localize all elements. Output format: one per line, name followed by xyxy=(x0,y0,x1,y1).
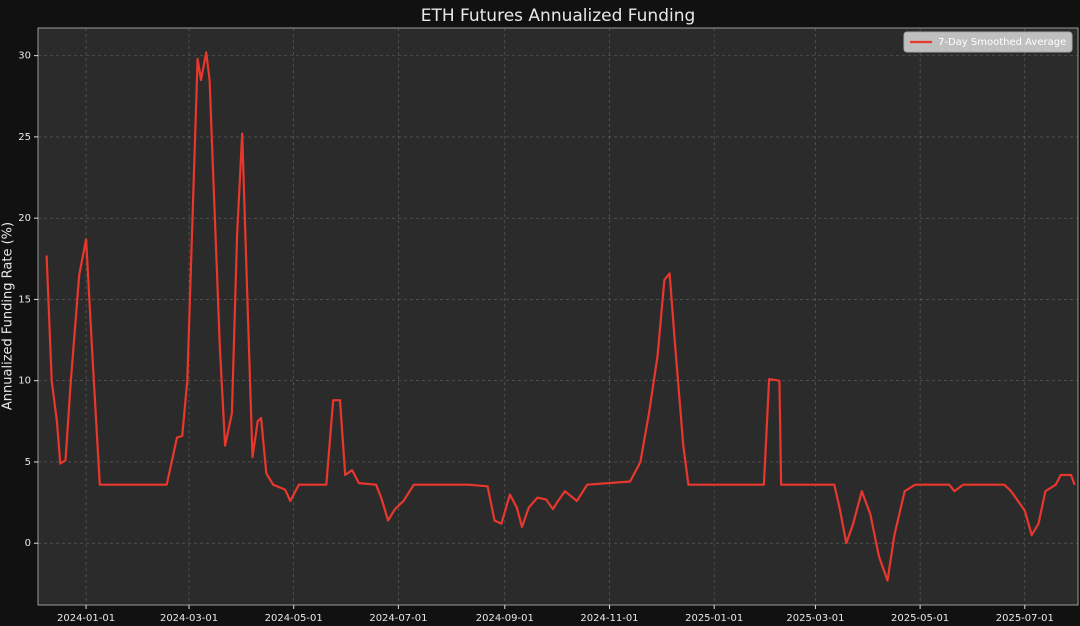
y-tick-label: 0 xyxy=(25,538,31,549)
x-tick-label: 2024-11-01 xyxy=(580,613,638,624)
y-tick-label: 15 xyxy=(18,294,31,305)
x-tick-label: 2024-03-01 xyxy=(160,613,218,624)
x-tick-label: 2024-09-01 xyxy=(476,613,534,624)
y-tick-label: 25 xyxy=(18,132,31,143)
x-tick-label: 2025-07-01 xyxy=(996,613,1054,624)
y-tick-label: 30 xyxy=(18,51,31,62)
y-axis-label: Annualized Funding Rate (%) xyxy=(1,222,16,410)
legend-label: 7-Day Smoothed Average xyxy=(938,37,1066,48)
x-tick-label: 2024-05-01 xyxy=(265,613,323,624)
y-tick-label: 20 xyxy=(18,213,31,224)
x-tick-label: 2024-07-01 xyxy=(369,613,427,624)
y-tick-label: 5 xyxy=(25,457,31,468)
x-tick-label: 2024-01-01 xyxy=(57,613,115,624)
data-line xyxy=(45,51,1076,582)
x-tick-label: 2025-05-01 xyxy=(891,613,949,624)
chart-title: ETH Futures Annualized Funding xyxy=(421,6,696,26)
x-tick-label: 2025-03-01 xyxy=(786,613,844,624)
plot-area xyxy=(37,27,1079,606)
legend-box xyxy=(903,31,1073,53)
x-tick-label: 2025-01-01 xyxy=(685,613,743,624)
y-tick-label: 10 xyxy=(18,376,31,387)
